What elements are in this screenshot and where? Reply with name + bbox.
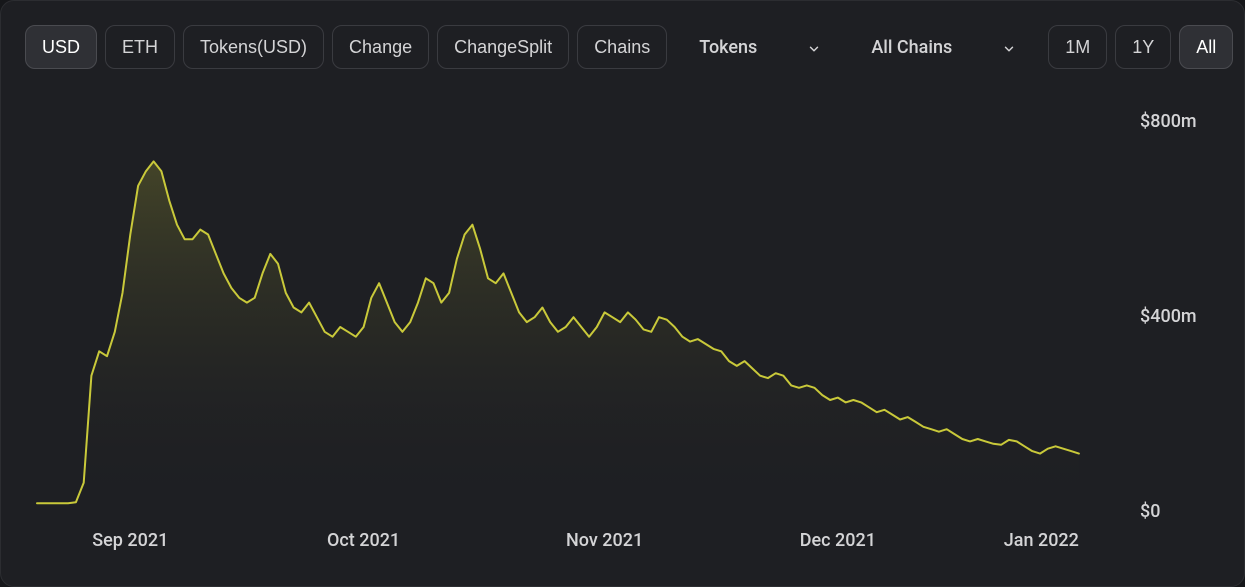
metric-change-split-button[interactable]: ChangeSplit (437, 25, 569, 69)
tvl-area-chart: $0 $400m $800m Sep 2021 Oct 2021 Nov 2021 Dec … (25, 93, 1220, 562)
series-area (37, 161, 1079, 512)
chevron-down-icon (1002, 40, 1016, 54)
range-1y-button[interactable]: 1Y (1115, 25, 1171, 69)
tokens-dropdown[interactable]: Tokens (681, 25, 839, 69)
chart-panel: USD ETH Tokens(USD) Change ChangeSplit C… (0, 0, 1245, 587)
chart-toolbar: USD ETH Tokens(USD) Change ChangeSplit C… (25, 25, 1220, 69)
y-axis-label: $0 (1140, 501, 1160, 522)
metric-eth-button[interactable]: ETH (105, 25, 175, 69)
x-axis-label: Nov 2021 (566, 530, 643, 551)
chart-area: $0 $400m $800m Sep 2021 Oct 2021 Nov 2021 Dec … (25, 93, 1220, 562)
y-axis-label: $400m (1140, 306, 1197, 327)
metric-chains-button[interactable]: Chains (577, 25, 667, 69)
x-axis-label: Sep 2021 (92, 530, 168, 551)
range-1m-button[interactable]: 1M (1048, 25, 1107, 69)
metric-usd-button[interactable]: USD (25, 25, 97, 69)
range-all-button[interactable]: All (1179, 25, 1233, 69)
x-axis-label: Dec 2021 (800, 530, 876, 551)
x-axis-label: Oct 2021 (327, 530, 400, 551)
range-group: 1M 1Y All (1048, 25, 1233, 69)
tokens-dropdown-label: Tokens (699, 37, 757, 58)
metric-change-button[interactable]: Change (332, 25, 429, 69)
y-axis-label: $800m (1140, 111, 1197, 132)
metric-group: USD ETH Tokens(USD) Change ChangeSplit C… (25, 25, 667, 69)
metric-tokens-usd-button[interactable]: Tokens(USD) (183, 25, 324, 69)
chevron-down-icon (807, 40, 821, 54)
x-axis-label: Jan 2022 (1004, 530, 1079, 551)
chains-dropdown-label: All Chains (871, 37, 952, 58)
chains-dropdown[interactable]: All Chains (853, 25, 1034, 69)
